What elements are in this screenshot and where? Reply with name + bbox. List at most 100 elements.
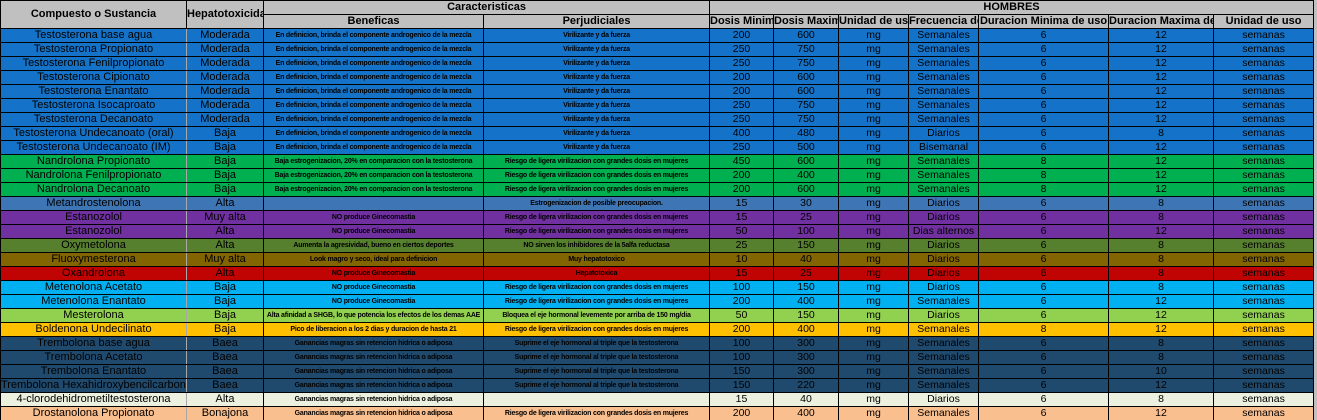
cell-dosis-minima[interactable]: 200 [709, 294, 775, 309]
cell-compound[interactable]: Oxymetolona [0, 238, 187, 253]
cell-duracion-maxima[interactable]: 12 [1108, 224, 1215, 239]
cell-unidad-dosis[interactable]: mg [838, 266, 910, 281]
cell-unidad-dosis[interactable]: mg [838, 322, 910, 337]
header-hombres[interactable]: HOMBRES [709, 0, 1315, 15]
cell-unidad-duracion[interactable]: semanas [1213, 196, 1315, 211]
cell-perjudiciales[interactable]: Virilizante y da fuerza [482, 98, 711, 113]
cell-beneficas[interactable]: NO produce Ginecomastia [263, 224, 484, 239]
cell-duracion-minima[interactable]: 6 [978, 196, 1110, 211]
cell-duracion-minima[interactable]: 6 [978, 280, 1110, 295]
cell-compound[interactable]: Testosterona Fenilpropionato [0, 56, 187, 71]
cell-unidad-dosis[interactable]: mg [838, 84, 910, 99]
cell-beneficas[interactable]: Ganancias magras sin retencion hidrica o… [263, 350, 484, 365]
cell-frecuencia[interactable]: Semanales [908, 56, 980, 71]
cell-hepatotoxicity[interactable]: Baja [186, 126, 264, 141]
cell-duracion-maxima[interactable]: 12 [1108, 28, 1215, 43]
cell-dosis-minima[interactable]: 50 [709, 224, 775, 239]
cell-dosis-maxima[interactable]: 300 [773, 350, 840, 365]
cell-duracion-minima[interactable]: 6 [978, 238, 1110, 253]
cell-dosis-maxima[interactable]: 100 [773, 224, 840, 239]
cell-compound[interactable]: Nandrolona Fenilpropionato [0, 168, 187, 183]
cell-dosis-minima[interactable]: 200 [709, 84, 775, 99]
cell-unidad-duracion[interactable]: semanas [1213, 224, 1315, 239]
cell-compound[interactable]: Estanozolol [0, 224, 187, 239]
cell-beneficas[interactable]: Alta afinidad a SHGB, lo que potencia lo… [263, 308, 484, 323]
cell-hepatotoxicity[interactable]: Baea [186, 378, 264, 393]
cell-compound[interactable]: Testosterona Propionato [0, 42, 187, 57]
cell-perjudiciales[interactable]: Riesgo de ligera virilizacion con grande… [482, 224, 711, 239]
cell-unidad-dosis[interactable]: mg [838, 280, 910, 295]
cell-frecuencia[interactable]: Semanales [908, 112, 980, 127]
cell-hepatotoxicity[interactable]: Alta [186, 196, 264, 211]
cell-duracion-maxima[interactable]: 12 [1108, 42, 1215, 57]
cell-unidad-dosis[interactable]: mg [838, 70, 910, 85]
cell-hepatotoxicity[interactable]: Alta [186, 266, 264, 281]
cell-hepatotoxicity[interactable]: Moderada [186, 84, 264, 99]
cell-dosis-minima[interactable]: 250 [709, 56, 775, 71]
cell-compound[interactable]: Drostanolona Propionato [0, 406, 187, 420]
cell-perjudiciales[interactable]: Hepatotoxica [482, 266, 711, 281]
cell-duracion-minima[interactable]: 6 [978, 28, 1110, 43]
cell-frecuencia[interactable]: Semanales [908, 378, 980, 393]
cell-unidad-duracion[interactable]: semanas [1213, 168, 1315, 183]
cell-perjudiciales[interactable]: Muy hepatotoxico [482, 252, 711, 267]
cell-perjudiciales[interactable]: Riesgo de ligera virilizacion con grande… [482, 280, 711, 295]
cell-beneficas[interactable]: En definicion, brinda el componente andr… [263, 70, 484, 85]
cell-beneficas[interactable]: En definicion, brinda el componente andr… [263, 98, 484, 113]
cell-dosis-maxima[interactable]: 750 [773, 112, 840, 127]
cell-duracion-maxima[interactable]: 8 [1108, 238, 1215, 253]
cell-perjudiciales[interactable] [482, 392, 711, 407]
cell-duracion-maxima[interactable]: 8 [1108, 252, 1215, 267]
cell-duracion-minima[interactable]: 6 [978, 42, 1110, 57]
cell-frecuencia[interactable]: Diarios [908, 196, 980, 211]
cell-perjudiciales[interactable]: Suprime el eje hormonal al triple que la… [482, 336, 711, 351]
cell-duracion-minima[interactable]: 6 [978, 266, 1110, 281]
cell-dosis-minima[interactable]: 100 [709, 336, 775, 351]
cell-compound[interactable]: Testosterona base agua [0, 28, 187, 43]
cell-duracion-maxima[interactable]: 12 [1108, 308, 1215, 323]
cell-compound[interactable]: Nandrolona Decanoato [0, 182, 187, 197]
cell-dosis-maxima[interactable]: 400 [773, 294, 840, 309]
cell-duracion-minima[interactable]: 6 [978, 336, 1110, 351]
cell-compound[interactable]: Trembolona base agua [0, 336, 187, 351]
cell-unidad-duracion[interactable]: semanas [1213, 56, 1315, 71]
cell-dosis-minima[interactable]: 250 [709, 98, 775, 113]
cell-unidad-duracion[interactable]: semanas [1213, 84, 1315, 99]
cell-dosis-maxima[interactable]: 300 [773, 336, 840, 351]
cell-duracion-maxima[interactable]: 12 [1108, 140, 1215, 155]
cell-beneficas[interactable]: En definicion, brinda el componente andr… [263, 42, 484, 57]
cell-perjudiciales[interactable]: Virilizante y da fuerza [482, 28, 711, 43]
cell-unidad-dosis[interactable]: mg [838, 378, 910, 393]
cell-unidad-dosis[interactable]: mg [838, 336, 910, 351]
cell-perjudiciales[interactable]: Virilizante y da fuerza [482, 56, 711, 71]
cell-duracion-minima[interactable]: 6 [978, 56, 1110, 71]
cell-frecuencia[interactable]: Semanales [908, 294, 980, 309]
cell-dosis-minima[interactable]: 15 [709, 392, 775, 407]
cell-compound[interactable]: Testosterona Cipionato [0, 70, 187, 85]
cell-dosis-maxima[interactable]: 220 [773, 378, 840, 393]
cell-perjudiciales[interactable]: Virilizante y da fuerza [482, 84, 711, 99]
cell-beneficas[interactable] [263, 196, 484, 211]
cell-dosis-minima[interactable]: 150 [709, 364, 775, 379]
cell-unidad-duracion[interactable]: semanas [1213, 266, 1315, 281]
cell-duracion-minima[interactable]: 6 [978, 224, 1110, 239]
cell-hepatotoxicity[interactable]: Baja [186, 168, 264, 183]
cell-beneficas[interactable]: Ganancias magras sin retencion hidrica o… [263, 406, 484, 420]
cell-dosis-maxima[interactable]: 400 [773, 168, 840, 183]
cell-beneficas[interactable]: Ganancias magras sin retencion hidrica o… [263, 336, 484, 351]
cell-frecuencia[interactable]: Semanales [908, 28, 980, 43]
cell-duracion-maxima[interactable]: 12 [1108, 294, 1215, 309]
cell-unidad-duracion[interactable]: semanas [1213, 140, 1315, 155]
cell-duracion-maxima[interactable]: 12 [1108, 84, 1215, 99]
cell-perjudiciales[interactable]: Virilizante y da fuerza [482, 112, 711, 127]
cell-unidad-duracion[interactable]: semanas [1213, 322, 1315, 337]
cell-frecuencia[interactable]: Diarios [908, 280, 980, 295]
cell-dosis-maxima[interactable]: 750 [773, 56, 840, 71]
cell-unidad-dosis[interactable]: mg [838, 294, 910, 309]
cell-dosis-maxima[interactable]: 600 [773, 84, 840, 99]
cell-duracion-maxima[interactable]: 12 [1108, 112, 1215, 127]
cell-duracion-maxima[interactable]: 12 [1108, 168, 1215, 183]
cell-frecuencia[interactable]: Semanales [908, 154, 980, 169]
cell-beneficas[interactable]: Ganancias magras sin retencion hidrica o… [263, 392, 484, 407]
cell-compound[interactable]: 4-clorodehidrometiltestosterona [0, 392, 187, 407]
